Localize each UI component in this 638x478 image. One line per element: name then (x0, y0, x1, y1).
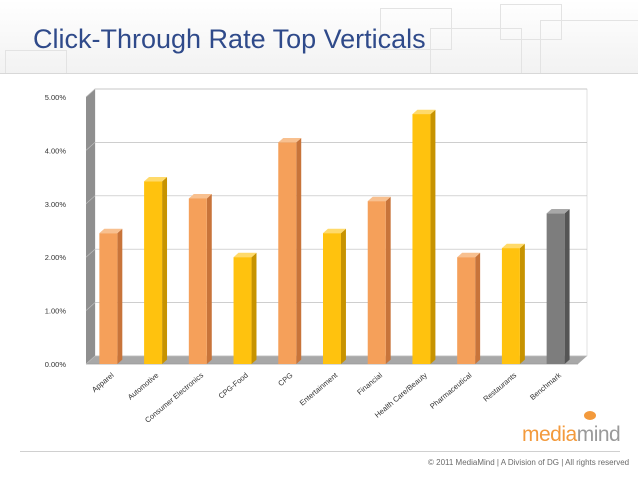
bar-top (323, 228, 346, 234)
logo-text-mind: mind (576, 423, 621, 446)
bar-top (278, 137, 302, 143)
bar-top (144, 176, 168, 182)
y-tick-label: 0.00% (45, 360, 67, 369)
bar-side (117, 228, 123, 364)
y-tick-label: 1.00% (45, 307, 67, 316)
bar (546, 213, 565, 364)
y-tick-label: 3.00% (45, 200, 67, 209)
bar-top (99, 228, 123, 234)
y-tick-label: 4.00% (45, 146, 67, 155)
x-tick-label: Benchmark (528, 370, 563, 401)
bar (99, 233, 118, 364)
x-tick-label: Financial (355, 370, 384, 396)
x-tick-label: Automotive (126, 371, 161, 402)
x-tick-label: Restaurants (481, 370, 518, 403)
bar-side (162, 176, 168, 364)
bar-side (519, 243, 525, 364)
header-divider (0, 73, 638, 74)
bar-side (206, 194, 212, 364)
bar-top (501, 243, 525, 249)
bar-side (564, 209, 570, 364)
gridline (85, 88, 587, 98)
bar-top (233, 252, 257, 258)
y-tick-label: 2.00% (45, 253, 67, 262)
copyright-text: © 2011 MediaMind | A Division of DG | Al… (428, 458, 630, 467)
x-tick-label: CPG (276, 371, 294, 388)
bar (501, 248, 520, 364)
bar-top (412, 109, 436, 115)
bar-chart: 0.00% 1.00% 2.00% 3.00% 4.00% 5.00% Apparel Aut… (45, 88, 588, 424)
bar-top (188, 194, 212, 199)
bar (457, 257, 476, 364)
bar-side (296, 137, 302, 364)
bar-side (251, 252, 257, 364)
x-tick-label: Apparel (90, 370, 116, 394)
slide-header: Click-Through Rate Top Verticals (0, 0, 638, 74)
chart-side-wall (86, 89, 95, 364)
bar-side (430, 109, 436, 364)
bar (144, 181, 163, 364)
bar (323, 233, 341, 364)
bar (412, 114, 431, 364)
bar (278, 142, 297, 364)
bar (188, 198, 207, 364)
bar (233, 257, 252, 364)
bar-top (457, 252, 481, 258)
y-tick-label: 5.00% (45, 93, 67, 102)
speech-bubble-icon (584, 411, 596, 420)
bar-side (475, 252, 481, 364)
bar (367, 201, 386, 364)
bar-top (546, 209, 570, 214)
slide-title: Click-Through Rate Top Verticals (33, 24, 426, 54)
footer-divider (20, 451, 620, 452)
bar-side (341, 228, 346, 364)
x-tick-label: Entertainment (298, 370, 340, 407)
x-tick-label: Pharmaceutical (428, 370, 474, 410)
logo-text-media: media (522, 423, 577, 446)
mediamind-logo: mediamind (522, 411, 628, 447)
bar-top (367, 196, 391, 202)
bar-side (385, 196, 391, 364)
x-tick-label: CPG-Food (217, 371, 250, 401)
